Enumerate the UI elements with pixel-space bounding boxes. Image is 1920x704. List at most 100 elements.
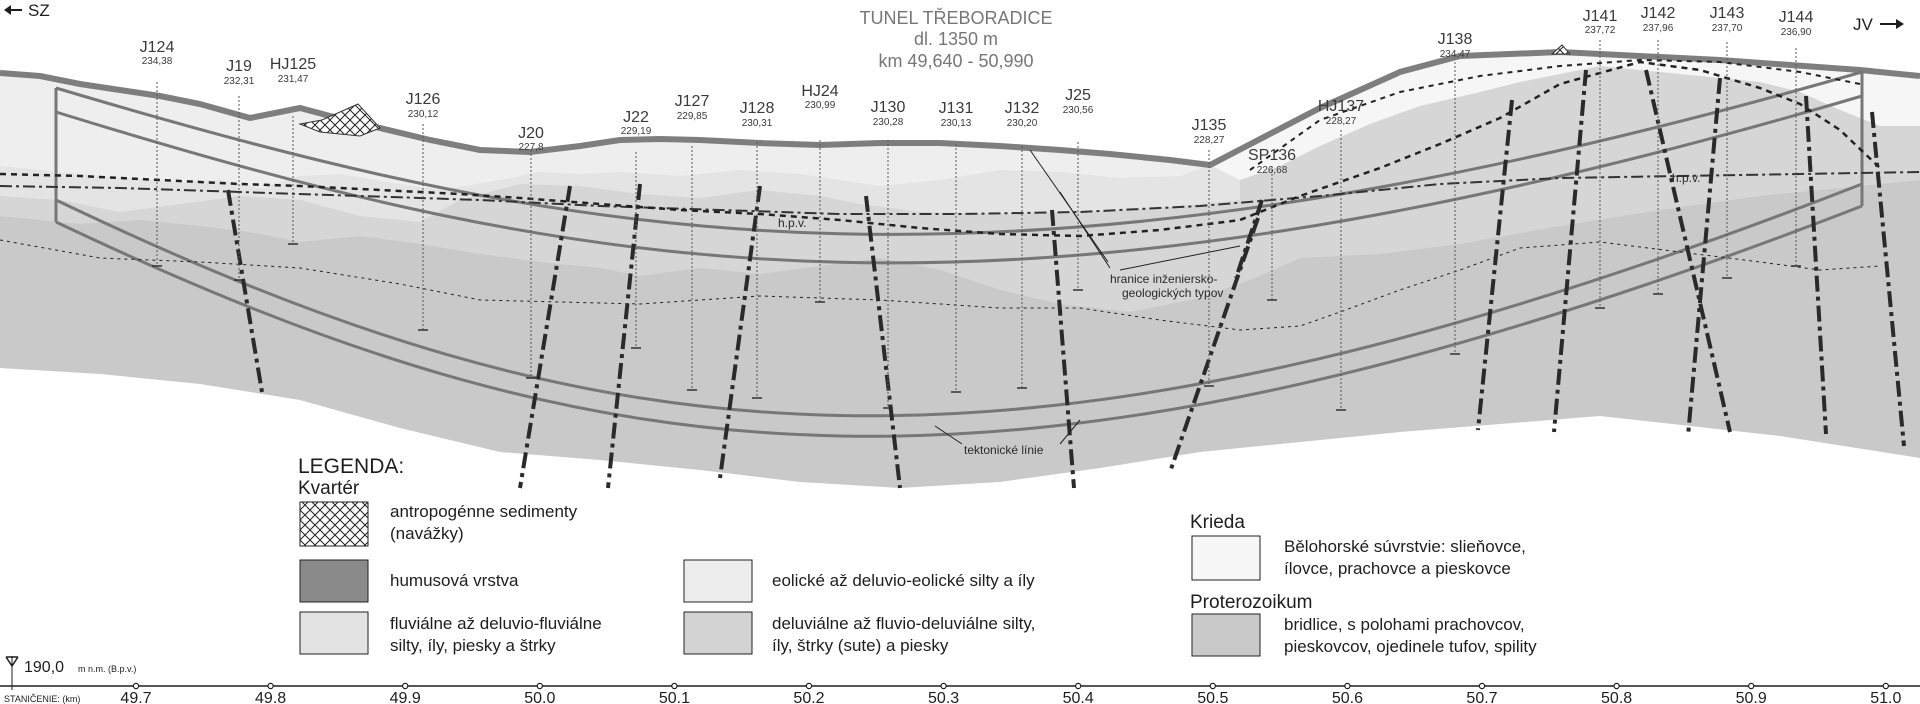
chainage-tick-label: 50.1 [659,690,690,704]
tectonic-faults [226,69,1906,489]
borehole-J142: J142 237,96 [1641,5,1675,295]
legend: LEGENDA: Kvartér antropogénne sedimenty … [298,455,1537,657]
annotation-tectonic: tektonické línie [964,443,1044,457]
legend-shale-1: bridlice, s polohami prachovcov, [1284,615,1525,634]
borehole-name: J127 [675,93,710,110]
borehole-elevation: 237,70 [1712,23,1743,34]
borehole-elevation: 230,13 [941,118,972,129]
annotation-hpv-left: h.p.v. [778,216,806,230]
borehole-elevation: 228,27 [1326,116,1357,127]
borehole-elevation: 232,31 [224,76,255,87]
borehole-J143: J143 237,70 [1710,5,1745,279]
swatch-fluvial [299,611,369,655]
legend-anthropogenic-1: antropogénne sedimenty [390,502,578,521]
title-line-2: dl. 1350 m [914,29,998,49]
section-title: TUNEL TŘEBORADICE dl. 1350 m km 49,640 -… [859,8,1052,71]
datum-unit: m n.m. (B.p.v.) [78,664,136,674]
eolian-layer [0,73,1210,190]
legend-anthropogenic-2: (navážky) [390,524,464,543]
borehole-J22: J22 229,19 [621,109,652,349]
borehole-J25: J25 230,56 [1063,87,1094,291]
chainage-tick-label: 49.8 [255,690,286,704]
chainage-tick-mark [132,682,140,690]
chainage-tick-mark [1882,682,1890,690]
borehole-J130: J130 230,28 [871,99,905,409]
borehole-elevation: 230,31 [742,118,773,129]
legend-quaternary: Kvartér [298,478,360,499]
borehole-name: J132 [1005,100,1040,117]
borehole-name: J128 [740,100,775,117]
legend-eolian: eolické až deluvio-eolické silty a íly [772,571,1035,590]
cretaceous-layer [1210,52,1920,180]
datum-value: 190,0 [24,659,64,676]
borehole-elevation: 231,47 [278,74,309,85]
borehole-name: J131 [939,100,974,117]
swatch-eolian [683,559,753,603]
borehole-name: J135 [1192,117,1227,134]
chainage-tick-mark [1344,682,1351,690]
legend-shale-2: pieskovcov, ojedinele tufov, spility [1284,637,1537,656]
borehole-J127: J127 229,85 [675,93,710,391]
borehole-J131: J131 230,13 [939,100,974,393]
legend-fluvial-1: fluviálne až deluvio-fluviálne [390,614,602,633]
chainage-tick-label: 50.8 [1601,690,1632,704]
borehole-name: HJ24 [801,83,838,100]
chainage-tick-label: 49.9 [390,690,421,704]
borehole-elevation: 226,68 [1257,165,1288,176]
borehole-J126: J126 230,12 [406,91,440,331]
chainage-tick-mark [267,682,274,690]
tunnel-outline [54,70,1864,438]
borehole-name: J143 [1710,5,1745,22]
chainage-tick-label: 49.7 [120,690,151,704]
chainage-tick-label: 50.5 [1197,690,1228,704]
legend-humus: humusová vrstva [390,571,519,590]
boundary-callout: hranice inženiersko- geologických typov [1029,149,1241,300]
annotation-boundary-1: hranice inženiersko- [1110,272,1217,286]
direction-right-label: JV [1853,15,1874,34]
legend-cretaceous: Krieda [1190,512,1245,533]
chainage-tick-label: 50.6 [1332,690,1363,704]
tectonic-callout: tektonické línie [934,419,1081,457]
direction-right: JV [1853,15,1904,34]
chainage-tick-label: 50.2 [793,690,824,704]
legend-deluvial-2: íly, štrky (sute) a piesky [772,636,949,655]
borehole-elevation: 230,56 [1063,105,1094,116]
legend-fluvial-2: silty, íly, piesky a štrky [390,636,556,655]
chainage-label: STANIČENIE: (km) [4,694,80,704]
arrow-right-icon [1896,19,1904,29]
title-line-3: km 49,640 - 50,990 [878,51,1033,71]
legend-deluvial-1: deluviálne až fluvio-deluviálne silty, [772,614,1035,633]
borehole-name: SP136 [1248,147,1296,164]
borehole-name: HJ137 [1318,98,1364,115]
legend-bilohorske-2: ílovce, prachovce a pieskovce [1284,559,1511,578]
borehole-J141: J141 237,72 [1583,8,1617,309]
borehole-HJ137: HJ137 228,27 [1318,98,1364,411]
chainage-tick-mark [1478,682,1486,690]
water-table-line [0,171,1920,215]
chainage-tick-mark [805,682,813,690]
chainage-ticks: 49.7 49.8 49.9 50.0 50.1 50.2 50.3 50.4 50.5 50.6… [120,682,1901,704]
borehole-J144: J144 236,90 [1779,9,1813,267]
borehole-elevation: 234,47 [1440,49,1471,60]
arrow-left-icon [4,5,11,15]
swatch-anthropogenic [299,501,369,547]
chainage-tick-mark [1747,682,1755,690]
borehole-elevation: 229,85 [677,111,708,122]
chainage-tick-mark [1209,682,1217,690]
chainage-tick-label: 50.0 [524,690,555,704]
anthropogenic-fill [298,103,381,137]
anthropogenic-fill-2 [1550,44,1572,55]
chainage-tick-mark [671,682,678,690]
direction-left: SZ [4,1,50,20]
borehole-J132: J132 230,20 [1005,100,1040,389]
chainage-tick-mark [536,682,544,690]
chainage-tick-mark [1613,682,1620,690]
borehole-name: J138 [1438,31,1473,48]
borehole-elevation: 234,38 [142,56,173,67]
borehole-elevation: 230,12 [408,109,439,120]
borehole-J138: J138 234,47 [1438,31,1473,355]
borehole-name: J22 [623,109,649,126]
chainage-tick-label: 50.4 [1063,690,1094,704]
annotation-hpv-right: h.p.v. [1672,171,1700,185]
borehole-HJ125: HJ125 231,47 [270,56,316,245]
